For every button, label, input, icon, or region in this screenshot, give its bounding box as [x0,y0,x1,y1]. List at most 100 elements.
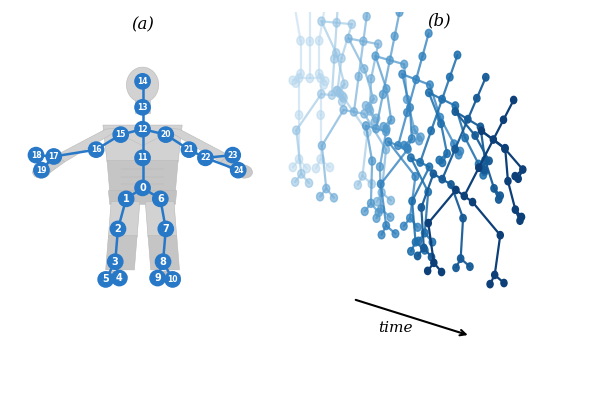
Circle shape [373,214,380,222]
Circle shape [430,170,437,178]
Circle shape [480,171,486,179]
Circle shape [112,270,127,286]
Text: (b): (b) [428,12,451,29]
Circle shape [364,128,371,137]
Circle shape [292,79,299,88]
Circle shape [478,164,485,171]
Text: time: time [378,322,412,336]
Circle shape [429,238,435,246]
Circle shape [483,74,489,81]
Text: 5: 5 [102,274,109,284]
Circle shape [418,133,424,141]
Circle shape [297,36,304,45]
Text: 10: 10 [168,275,178,284]
Circle shape [335,0,342,2]
Circle shape [339,97,346,106]
Circle shape [517,217,523,224]
Circle shape [113,127,128,142]
Circle shape [392,230,399,238]
Circle shape [497,192,503,200]
Circle shape [326,163,334,172]
Circle shape [375,208,382,217]
Text: 21: 21 [184,145,194,154]
Polygon shape [103,125,182,162]
Circle shape [411,126,418,134]
Circle shape [399,70,406,78]
Circle shape [417,158,424,166]
Text: 13: 13 [137,103,148,112]
Text: 16: 16 [91,145,102,154]
Circle shape [505,178,511,185]
Polygon shape [220,155,244,173]
Polygon shape [108,191,177,204]
Circle shape [448,181,454,188]
Circle shape [478,127,485,134]
Ellipse shape [127,67,159,103]
Circle shape [413,76,419,84]
Circle shape [317,155,324,164]
Circle shape [98,272,113,287]
Circle shape [334,86,341,95]
Circle shape [469,198,476,206]
Ellipse shape [153,271,181,282]
Circle shape [318,17,325,26]
Circle shape [295,74,303,83]
Circle shape [338,54,345,62]
Circle shape [306,0,314,9]
Text: 19: 19 [36,166,47,175]
Text: 23: 23 [228,151,238,160]
Circle shape [135,122,150,137]
Circle shape [383,85,390,93]
Ellipse shape [235,165,252,178]
Circle shape [341,80,348,88]
Circle shape [320,80,327,89]
Circle shape [419,52,426,60]
Circle shape [165,272,180,287]
Circle shape [476,164,482,172]
Polygon shape [42,155,65,173]
Circle shape [426,81,433,89]
Circle shape [462,134,469,142]
Circle shape [401,60,407,68]
Circle shape [150,270,165,286]
Circle shape [321,77,329,86]
Circle shape [439,176,446,183]
Circle shape [501,279,507,287]
Circle shape [34,162,49,178]
Circle shape [362,122,369,130]
Circle shape [158,127,173,142]
Circle shape [368,180,375,188]
Circle shape [377,180,384,188]
Circle shape [497,232,503,239]
Circle shape [467,263,473,270]
Text: 12: 12 [137,125,148,134]
Circle shape [425,220,431,227]
Circle shape [400,222,407,230]
Circle shape [428,253,435,261]
Circle shape [439,159,446,166]
Circle shape [460,214,466,222]
Circle shape [370,95,377,103]
Circle shape [354,181,362,189]
Circle shape [437,114,444,121]
Circle shape [391,32,398,40]
Circle shape [512,206,519,213]
Circle shape [422,229,428,237]
Circle shape [453,186,459,194]
Polygon shape [108,202,140,237]
Circle shape [395,142,402,150]
Circle shape [387,213,394,221]
Text: 8: 8 [160,257,166,267]
Circle shape [511,96,517,104]
Circle shape [407,104,413,112]
Circle shape [29,148,43,163]
Circle shape [491,185,497,192]
Circle shape [457,147,463,155]
Circle shape [378,205,384,213]
Text: 11: 11 [137,153,148,162]
Circle shape [198,150,213,166]
Circle shape [454,51,461,59]
Circle shape [158,221,173,236]
Circle shape [119,191,134,206]
Circle shape [365,104,372,112]
